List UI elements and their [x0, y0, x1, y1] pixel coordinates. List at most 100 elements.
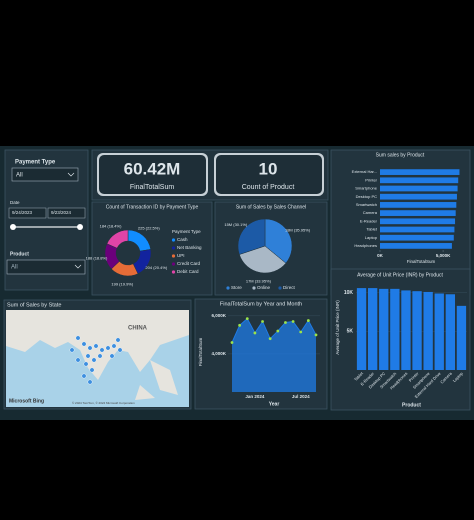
marker	[253, 331, 257, 335]
marker	[299, 330, 303, 334]
card-label: FinalTotalSum	[130, 184, 175, 191]
chart-title: Sum sales by Product	[376, 152, 425, 158]
y-tick-label: 6,000K	[211, 313, 226, 318]
slice	[239, 245, 287, 274]
legend-swatch	[278, 286, 282, 290]
legend-swatch	[171, 238, 176, 242]
slider-handle[interactable]	[77, 224, 83, 230]
y-tick-label: Smartphone	[355, 186, 378, 191]
date-input[interactable]	[47, 207, 86, 219]
chart-title: Count of Transaction ID by Payment Type	[106, 204, 199, 210]
legend-label: UPI	[177, 253, 185, 258]
legend-label: Debit Card	[177, 269, 199, 274]
date-start: 9/24/2023	[12, 210, 33, 215]
bar	[380, 234, 454, 241]
x-tick-label: Jan 2024	[245, 394, 265, 399]
marker	[261, 320, 264, 323]
bar	[380, 202, 457, 208]
marker	[284, 321, 287, 324]
chevron	[67, 172, 75, 177]
marker	[314, 333, 318, 337]
y-tick-label: Tablet	[366, 227, 378, 232]
legend-label: Cash	[177, 237, 188, 242]
area	[232, 318, 316, 392]
slice	[237, 218, 266, 255]
x-tick-label: 0K	[377, 253, 384, 258]
y-tick-label: 5K	[347, 329, 354, 335]
date-input[interactable]	[8, 207, 47, 219]
data-label: 204 (20.4%)	[145, 265, 167, 270]
card-label: Count of Product	[242, 184, 295, 191]
y-tick-label: Printer	[365, 177, 377, 182]
y-tick-label: 10K	[344, 290, 354, 296]
data-label: 199 (19.9%)	[111, 282, 133, 287]
map-credit: © 2024 TomTom, © 2024 Microsoft Corporat…	[72, 401, 135, 405]
legend-label: Net Banking	[177, 245, 202, 250]
line	[231, 317, 317, 343]
card-value: 10	[259, 159, 278, 178]
marker	[276, 329, 280, 333]
slicer-label: Date	[10, 200, 20, 205]
bar	[412, 291, 422, 370]
bar	[380, 210, 456, 216]
data-label: 188 (18.8%)	[86, 256, 108, 261]
chevron	[74, 264, 82, 269]
legend-label: Direct	[283, 285, 296, 290]
map-label: CHINA	[128, 326, 148, 332]
data-label: 15M (30.1%)	[224, 222, 248, 227]
data-label: 225 (22.5%)	[138, 226, 160, 231]
legend-title: Payment Type	[172, 229, 201, 234]
slicer-label: Payment Type	[15, 160, 56, 166]
data-label: 17M (33.95%)	[246, 278, 272, 283]
legend-swatch	[171, 254, 176, 258]
bar	[456, 305, 467, 370]
legend-swatch	[226, 286, 230, 290]
x-axis-title: Year	[269, 401, 280, 407]
x-tick-label: Tablet	[353, 370, 365, 382]
slicer-label: Product	[10, 251, 29, 257]
bar	[390, 288, 400, 370]
x-tick-label: Jul 2024	[292, 394, 310, 399]
map-logo: Microsoft Bing	[9, 398, 44, 404]
marker	[291, 320, 295, 323]
bar	[423, 291, 433, 370]
slider-handle[interactable]	[10, 224, 16, 230]
bar	[367, 288, 378, 370]
y-axis-title: FinalTotalSum	[198, 337, 203, 366]
card-inner	[99, 155, 206, 194]
marker	[268, 337, 272, 341]
bar	[379, 288, 389, 370]
legend-label: Credit Card	[177, 261, 201, 266]
y-tick-label: Laptop	[365, 235, 378, 240]
bar	[380, 243, 452, 249]
x-axis-title: Product	[402, 402, 421, 408]
chart-title: FinalTotalSum by Year and Month	[220, 301, 302, 307]
slice	[264, 218, 293, 264]
legend-swatch	[171, 246, 176, 250]
date-end: 9/23/2024	[51, 210, 72, 215]
y-tick-label: External Har...	[352, 169, 377, 174]
marker	[245, 317, 249, 321]
legend-label: Store	[231, 285, 242, 290]
bar	[380, 193, 457, 200]
marker	[238, 323, 242, 327]
y-tick-label: Smartwatch	[356, 202, 377, 207]
y-tick-label: 4,000K	[211, 351, 226, 356]
data-label: 18M (35.95%)	[285, 228, 311, 233]
dropdown[interactable]	[6, 259, 86, 275]
dropdown[interactable]	[11, 167, 79, 182]
marker	[306, 319, 310, 322]
bar	[445, 294, 456, 370]
y-tick-label: Camera	[363, 210, 378, 215]
y-axis-title: Average of Unit Price (INR)	[335, 300, 340, 355]
map-land	[135, 360, 178, 400]
chart-title: Average of Unit Price (INR) by Product	[357, 272, 443, 278]
bar	[401, 290, 411, 370]
bar	[380, 169, 460, 175]
card-inner	[216, 155, 322, 194]
bar	[380, 218, 456, 225]
card-value: 60.42M	[124, 159, 181, 178]
legend-swatch	[171, 262, 176, 266]
map-title: Sum of Sales by State	[7, 302, 61, 308]
